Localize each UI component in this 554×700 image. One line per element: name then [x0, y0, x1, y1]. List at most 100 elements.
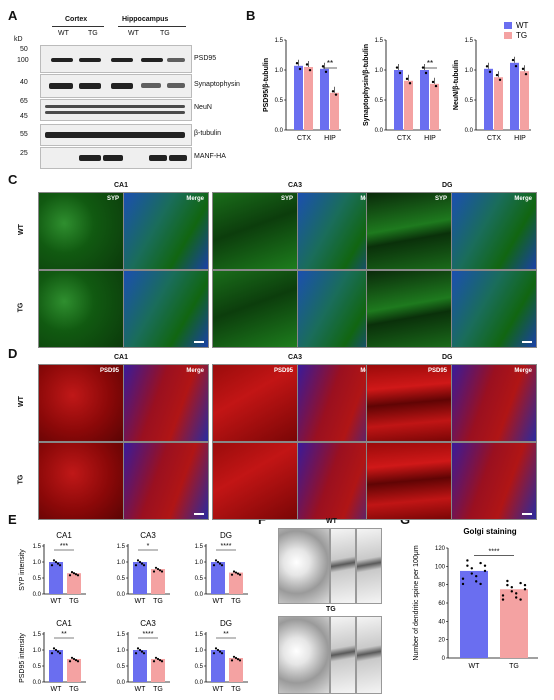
e3-dot-wt-4	[58, 652, 62, 655]
blot-genotype-1: WT	[58, 30, 69, 37]
e4-dot-tg-4	[160, 660, 164, 663]
g-dot-tg-6	[501, 594, 505, 597]
e4-bar-wt	[133, 650, 147, 682]
b1-ylabel: Synaptophysin/β-tubulin	[363, 44, 370, 126]
b1-tick-label-1.0: 1.0	[375, 68, 384, 74]
e5-dot-wt-4	[220, 652, 224, 655]
b2-bar-tg-ctx	[494, 77, 503, 130]
g-dot-wt-6	[461, 577, 465, 580]
blot-genotype-2: TG	[88, 30, 98, 37]
panel-label-e: E	[8, 512, 17, 527]
blot-manf-ha	[40, 147, 192, 169]
b2-tick-label-0.0: 0.0	[465, 128, 474, 134]
b2-cat-hip: HIP	[514, 135, 526, 142]
e5-tick-label-1.0: 1.0	[195, 648, 204, 654]
b1-cat-hip: HIP	[424, 135, 436, 142]
e3-cat-tg: TG	[69, 686, 79, 693]
e2-cat-wt: WT	[213, 598, 225, 605]
g-bar-tg	[500, 589, 528, 658]
b0-dot-wt-ctx	[295, 62, 299, 65]
e0-dot-tg-1	[70, 571, 74, 574]
panelD-ca1-wt-stain-image: PSD95	[38, 364, 124, 442]
golgi-tg-label: TG	[326, 606, 336, 613]
panelD-region-ca3: CA3	[288, 354, 303, 361]
e2-title: DG	[220, 531, 232, 540]
b2-tick-label-0.5: 0.5	[465, 98, 474, 104]
panelC-ca1-wt-stain-image: SYP	[38, 192, 124, 270]
b0-bar-wt-hip	[320, 68, 329, 130]
e0-cat-wt: WT	[51, 598, 63, 605]
b0-tick-label-0.5: 0.5	[275, 98, 284, 104]
e2-dot-tg-0	[230, 573, 234, 576]
e4-dot-tg-1	[154, 656, 158, 659]
g-dot-wt-8	[470, 567, 473, 570]
panelC-region-dg: DG	[442, 182, 453, 189]
e0-dot-wt-0	[50, 564, 54, 567]
g-dot-wt-7	[466, 559, 469, 562]
b1-dot-wt-ctx	[395, 66, 399, 69]
panelD-dg-wt-merge-image: Merge	[451, 364, 537, 442]
e2-dot-wt-4	[220, 564, 224, 567]
e5-tick-label-1.5: 1.5	[195, 632, 204, 638]
b0-dot-tg-ctx	[305, 63, 309, 66]
panelC-region-ca1: CA1	[114, 182, 129, 189]
b1-dot-tg-hip	[431, 80, 435, 84]
e0-dot-wt-3	[56, 562, 60, 565]
e3-tick-label-0.0: 0.0	[33, 680, 42, 686]
b1-dot-wt-hip	[421, 66, 425, 69]
g-dot-wt-1	[466, 564, 469, 567]
e0-dot-tg-2	[72, 572, 76, 575]
scale-bar	[194, 513, 204, 515]
e0-tick-label-0.0: 0.0	[33, 592, 42, 598]
e1-tick-label-1.5: 1.5	[117, 544, 126, 550]
scale-bar	[522, 513, 532, 515]
e1-sig: *	[147, 543, 150, 550]
b0-tick-label-1.0: 1.0	[275, 68, 284, 74]
b2-dot2-wt-hip	[514, 64, 518, 68]
g-dot-wt-9	[475, 574, 478, 578]
g-dot-tg-5	[523, 588, 527, 591]
e2-dot-tg-4	[238, 573, 242, 576]
panelC-ca1-tg-stain-image	[38, 270, 124, 348]
e1-dot-wt-3	[140, 562, 144, 565]
g-tick-label-120: 120	[435, 546, 446, 552]
b1-bar-tg-hip	[430, 83, 439, 130]
b2-dot-tg-ctx	[495, 73, 499, 77]
e1-cat-tg: TG	[153, 598, 163, 605]
panelD-ca1-tg-merge-image	[123, 442, 209, 520]
e0-title: CA1	[56, 531, 72, 540]
g-dot-wt-0	[461, 582, 465, 586]
protein-synaptophysin: Synaptophysin	[194, 81, 240, 88]
panelC-dg-merge-label: Merge	[514, 196, 532, 202]
b1-dot2-wt-hip	[424, 71, 428, 75]
e5-cat-tg: TG	[231, 686, 241, 693]
e5-bar-wt	[211, 650, 225, 682]
e2-dot-tg-1	[232, 570, 236, 573]
e2-sig: ****	[221, 543, 232, 550]
golgi-wt-label: WT	[326, 518, 337, 525]
e1-dot-tg-2	[156, 567, 160, 571]
e5-dot-tg-3	[236, 658, 240, 661]
b0-tick-label-1.5: 1.5	[275, 38, 284, 44]
g-dot-tg-3	[515, 596, 518, 599]
e0-dot-wt-1	[52, 559, 56, 562]
b2-bar-wt-ctx	[484, 68, 493, 130]
e1-dot-wt-1	[136, 559, 140, 562]
e1-bar-wt	[133, 562, 147, 594]
b0-cat-ctx: CTX	[297, 135, 311, 142]
e4-dot-wt-2	[138, 648, 142, 652]
protein-psd95: PSD95	[194, 55, 217, 62]
b2-dot2-wt-ctx	[488, 70, 492, 74]
panelC-ca3-wt-stain-image: SYP	[212, 192, 298, 270]
blot-synaptophysin	[40, 74, 192, 98]
g-dot-tg-7	[506, 579, 509, 583]
e2-cat-tg: TG	[231, 598, 241, 605]
b0-bar-wt-ctx	[294, 65, 303, 130]
b2-bar-wt-hip	[510, 62, 519, 130]
e4-tick-label-0.0: 0.0	[117, 680, 126, 686]
e4-bar-tg	[151, 658, 165, 682]
e4-title: CA3	[140, 619, 156, 628]
e5-dot-wt-2	[216, 648, 220, 652]
panelC-ca1-wt-merge-image: Merge	[123, 192, 209, 270]
